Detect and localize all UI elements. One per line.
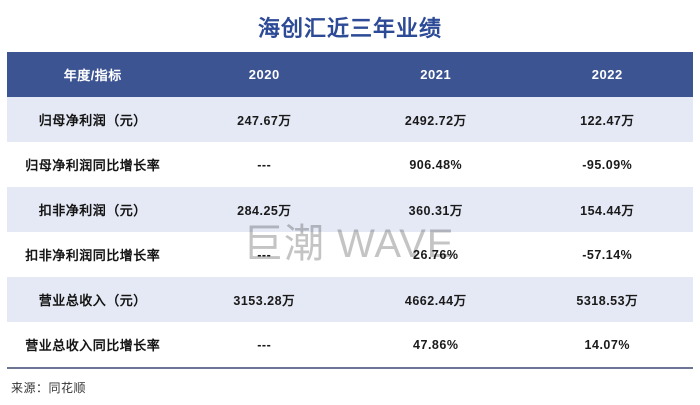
cell-value: ---: [257, 337, 272, 352]
cell-value: ---: [257, 157, 272, 172]
cell-value: 122.47万: [580, 114, 635, 128]
cell-value: 3153.28万: [233, 294, 296, 308]
row-label: 营业总收入（元）: [38, 293, 147, 308]
cell-value: -57.14%: [582, 247, 633, 262]
table-row-net-profit-growth: 归母净利润同比增长率 --- 906.48% -95.09%: [7, 142, 693, 187]
row-label: 营业总收入同比增长率: [25, 338, 161, 353]
cell-value: 906.48%: [409, 157, 463, 172]
table-row-deducted-profit-growth: 扣非净利润同比增长率 --- 26.76% -57.14%: [7, 232, 693, 277]
cell-value: -95.09%: [582, 157, 633, 172]
cell-value: 5318.53万: [576, 294, 639, 308]
table-row-total-revenue-growth: 营业总收入同比增长率 --- 47.86% 14.07%: [7, 322, 693, 367]
header-cell-indicator: 年度/指标: [63, 68, 122, 83]
cell-value: 284.25万: [237, 204, 292, 218]
cell-value: ---: [257, 247, 272, 262]
cell-value: 26.76%: [413, 247, 459, 262]
row-label: 扣非净利润（元）: [38, 203, 147, 218]
performance-table: 年度/指标 2020 2021 2022 归母净利润（元） 247.67万 24…: [7, 52, 693, 369]
cell-value: 4662.44万: [404, 294, 467, 308]
cell-value: 247.67万: [237, 114, 292, 128]
cell-value: 14.07%: [584, 337, 630, 352]
row-label: 扣非净利润同比增长率: [25, 248, 161, 263]
source-note: 来源：同花顺: [11, 381, 87, 395]
header-cell-2021: 2021: [420, 67, 452, 82]
table-row-deducted-profit: 扣非净利润（元） 284.25万 360.31万 154.44万: [7, 187, 693, 232]
row-label: 归母净利润（元）: [38, 113, 147, 128]
cell-value: 2492.72万: [404, 114, 467, 128]
header-cell-2022: 2022: [591, 67, 623, 82]
row-label: 归母净利润同比增长率: [25, 158, 161, 173]
cell-value: 154.44万: [580, 204, 635, 218]
table-row-net-profit: 归母净利润（元） 247.67万 2492.72万 122.47万: [7, 97, 693, 142]
cell-value: 47.86%: [413, 337, 459, 352]
figure-title: 海创汇近三年业绩: [257, 16, 442, 41]
header-cell-2020: 2020: [248, 67, 280, 82]
table-header-row: 年度/指标 2020 2021 2022: [7, 52, 693, 97]
cell-value: 360.31万: [408, 204, 463, 218]
table-row-total-revenue: 营业总收入（元） 3153.28万 4662.44万 5318.53万: [7, 277, 693, 322]
